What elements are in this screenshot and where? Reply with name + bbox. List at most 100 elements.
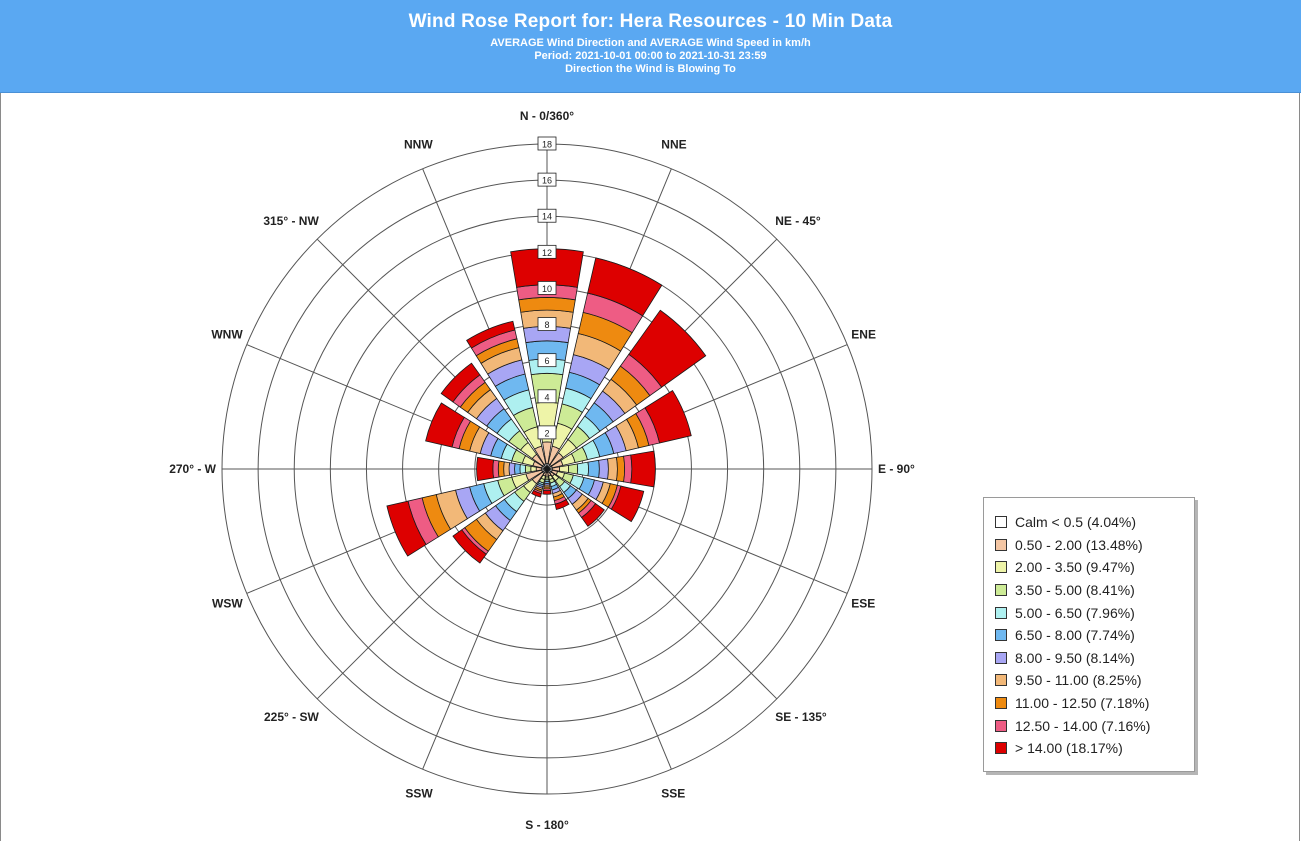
- radial-tick-box: [537, 136, 557, 151]
- legend-item: 12.50 - 14.00 (7.16%): [995, 714, 1194, 737]
- radial-tick-box: [537, 281, 557, 295]
- rose-segment: [567, 463, 579, 475]
- radial-tick-label: 8: [544, 320, 549, 330]
- radial-tick-label: 10: [542, 284, 552, 294]
- legend-swatch: [995, 561, 1007, 574]
- radial-tick-label: 2: [544, 428, 549, 438]
- direction-label: SE - 135°: [775, 710, 827, 724]
- direction-label: SSE: [661, 786, 685, 800]
- legend-swatch: [995, 606, 1007, 619]
- rose-segment: [503, 461, 511, 477]
- legend-item: Calm < 0.5 (4.04%): [995, 511, 1194, 534]
- legend-swatch: [995, 516, 1007, 529]
- grid-spoke: [422, 468, 548, 770]
- report-period: Period: 2021-10-01 00:00 to 2021-10-31 2…: [534, 50, 767, 62]
- legend-item: 9.50 - 11.00 (8.25%): [995, 669, 1194, 692]
- rose-segment: [518, 297, 576, 313]
- rose-segment: [587, 459, 600, 479]
- rose-segment: [581, 503, 605, 527]
- direction-label: SSW: [405, 786, 433, 800]
- legend-swatch: [995, 742, 1007, 755]
- rose-segment: [386, 500, 427, 557]
- legend-swatch: [995, 719, 1007, 732]
- grid-spoke: [546, 468, 672, 770]
- report-header: Wind Rose Report for: Hera Resources - 1…: [0, 0, 1301, 93]
- direction-label: E - 90°: [878, 462, 915, 476]
- radial-tick-box: [537, 425, 557, 440]
- rose-segment: [559, 464, 570, 474]
- radial-tick-label: 16: [542, 176, 552, 186]
- rose-segment: [610, 485, 645, 523]
- legend-swatch: [995, 629, 1007, 642]
- direction-label: ENE: [851, 328, 876, 342]
- direction-label: 270° - W: [169, 462, 216, 476]
- rose-segment: [554, 499, 570, 510]
- legend-label: 12.50 - 14.00 (7.16%): [1015, 717, 1151, 734]
- rose-segment: [628, 309, 707, 388]
- direction-label: WSW: [212, 596, 243, 610]
- legend-item: 0.50 - 2.00 (13.48%): [995, 534, 1194, 557]
- legend-item: 6.50 - 8.00 (7.74%): [995, 624, 1194, 647]
- direction-label: 315° - NW: [263, 214, 319, 228]
- radial-tick-box: [537, 244, 557, 259]
- legend-swatch: [995, 584, 1007, 597]
- rose-segment: [476, 456, 495, 482]
- direction-label: S - 180°: [525, 818, 569, 832]
- radial-tick-label: 6: [544, 356, 549, 366]
- rose-segment: [492, 459, 500, 479]
- rose-segment: [644, 389, 692, 444]
- radial-tick-box: [537, 172, 557, 187]
- legend-label: 2.00 - 3.50 (9.47%): [1015, 559, 1135, 576]
- direction-label: N - 0/360°: [520, 109, 574, 123]
- legend-item: 3.50 - 5.00 (8.41%): [995, 579, 1194, 602]
- legend-label: 6.50 - 8.00 (7.74%): [1015, 627, 1135, 644]
- report-title: Wind Rose Report for: Hera Resources - 1…: [408, 11, 893, 32]
- rose-segment: [542, 489, 552, 495]
- legend-item: > 14.00 (18.17%): [995, 737, 1194, 760]
- legend-label: > 14.00 (18.17%): [1015, 740, 1123, 757]
- direction-label: ESE: [851, 596, 875, 610]
- rose-segment: [615, 455, 626, 483]
- radial-tick-label: 4: [544, 392, 549, 402]
- radial-tick-box: [537, 208, 557, 223]
- legend-label: 11.00 - 12.50 (7.18%): [1015, 695, 1150, 712]
- report-direction-note: Direction the Wind is Blowing To: [565, 63, 736, 75]
- radial-tick-label: 14: [542, 212, 552, 222]
- rose-segment: [531, 489, 542, 498]
- legend-label: Calm < 0.5 (4.04%): [1015, 514, 1136, 531]
- rose-segment: [524, 464, 532, 474]
- rose-segment: [607, 456, 618, 482]
- legend-label: 3.50 - 5.00 (8.41%): [1015, 582, 1135, 599]
- legend-swatch: [995, 697, 1007, 710]
- rose-segment: [576, 461, 589, 477]
- rose-segment: [623, 454, 633, 484]
- rose-segment: [510, 248, 584, 288]
- rose-segment: [587, 257, 663, 317]
- rose-segment: [519, 464, 527, 474]
- radial-tick-box: [537, 317, 557, 331]
- legend-item: 11.00 - 12.50 (7.18%): [995, 692, 1194, 715]
- legend-swatch: [995, 674, 1007, 687]
- rose-segment: [440, 362, 481, 403]
- rose-segment: [630, 450, 656, 488]
- legend-item: 8.00 - 9.50 (8.14%): [995, 647, 1194, 670]
- rose-segment: [598, 458, 609, 480]
- rose-segment: [497, 460, 505, 478]
- direction-label: NNW: [404, 138, 433, 152]
- legend-swatch: [995, 651, 1007, 664]
- direction-label: NNE: [661, 138, 686, 152]
- legend-label: 0.50 - 2.00 (13.48%): [1015, 536, 1143, 553]
- rose-segment: [466, 320, 516, 349]
- chart-legend: Calm < 0.5 (4.04%) 0.50 - 2.00 (13.48%) 2.…: [983, 497, 1195, 772]
- radial-tick-label: 18: [542, 140, 552, 150]
- report-subtitle: AVERAGE Wind Direction and AVERAGE Wind …: [490, 37, 811, 49]
- radial-tick-label: 12: [542, 248, 552, 258]
- legend-label: 8.00 - 9.50 (8.14%): [1015, 649, 1135, 666]
- rose-segment: [530, 465, 537, 473]
- legend-swatch: [995, 538, 1007, 551]
- rose-segment: [514, 463, 521, 475]
- legend-label: 9.50 - 11.00 (8.25%): [1015, 672, 1142, 689]
- radial-tick-box: [537, 389, 557, 404]
